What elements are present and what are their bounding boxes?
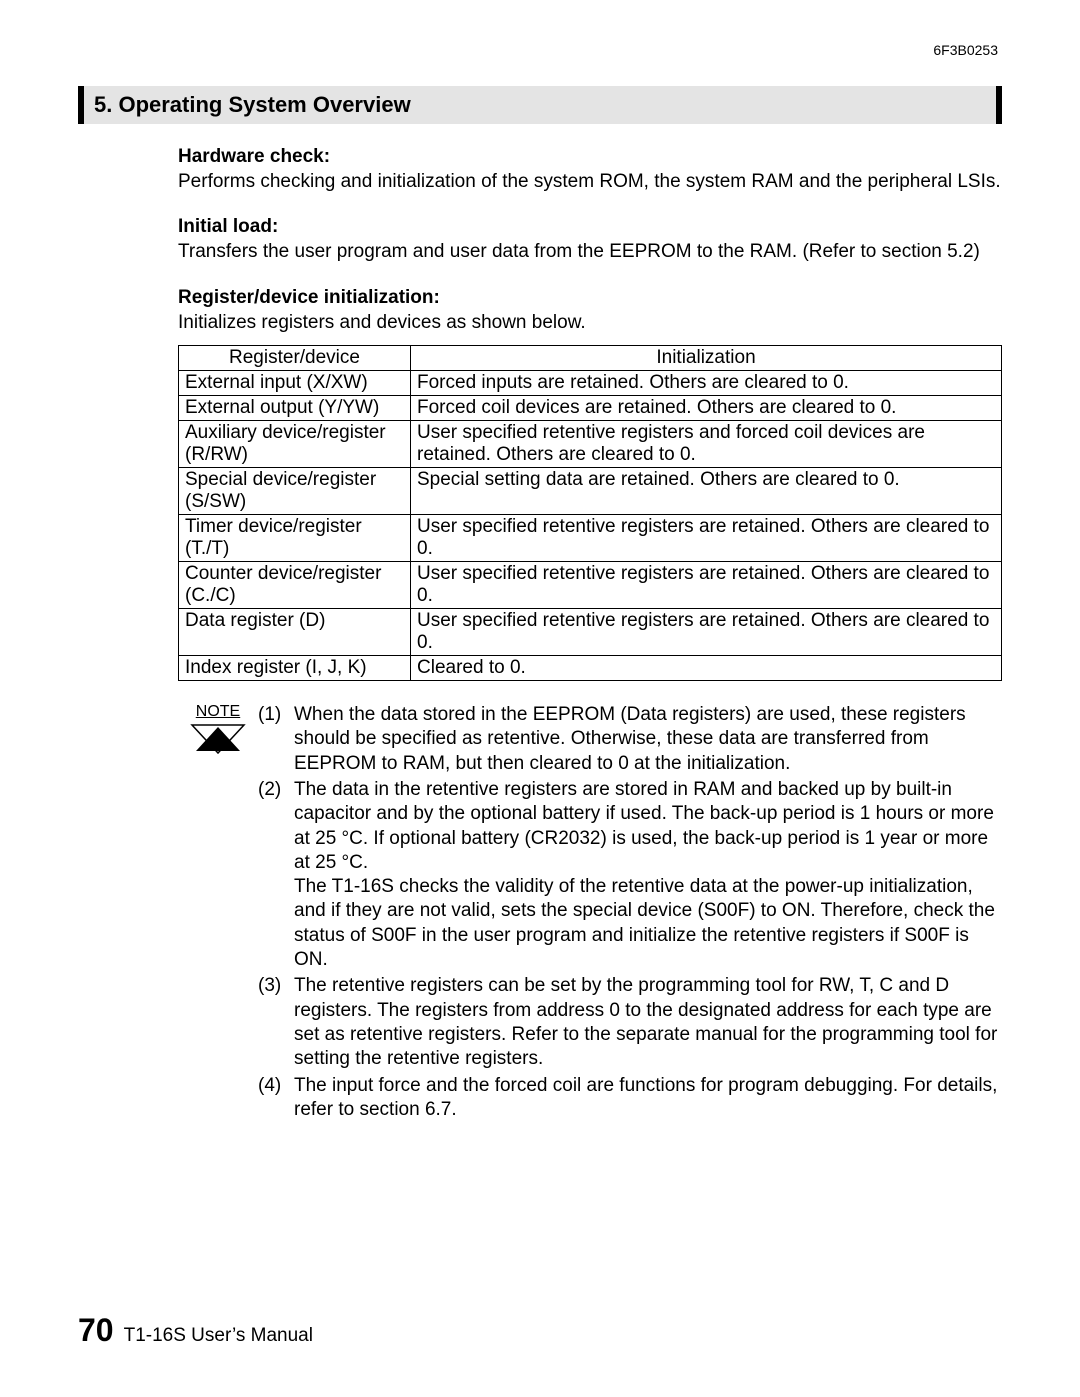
caution-icon [190,723,246,755]
initialization-cell: Cleared to 0. [411,655,1002,680]
initialization-cell: User specified retentive registers are r… [411,514,1002,561]
note-text: The data in the retentive registers are … [294,778,1002,973]
table-row: Data register (D)User specified retentiv… [179,608,1002,655]
table-row: Index register (I, J, K)Cleared to 0. [179,655,1002,680]
document-number: 6F3B0253 [933,42,998,58]
register-cell: Counter device/register (C./C) [179,561,411,608]
initial-load-text: Transfers the user program and user data… [178,240,1002,264]
document-page: 6F3B0253 5. Operating System Overview Ha… [0,0,1080,1397]
table-row: Special device/register (S/SW)Special se… [179,467,1002,514]
note-icon-column: NOTE [178,703,258,755]
table-row: External input (X/XW)Forced inputs are r… [179,370,1002,395]
table-row: External output (Y/YW)Forced coil device… [179,395,1002,420]
note-number: (1) [258,703,294,776]
register-cell: Special device/register (S/SW) [179,467,411,514]
page-footer: 70 T1-16S User’s Manual [78,1312,313,1349]
manual-name: T1-16S User’s Manual [124,1325,313,1347]
note-item: (2)The data in the retentive registers a… [258,778,1002,973]
table-row: Auxiliary device/register (R/RW)User spe… [179,420,1002,467]
initialization-cell: User specified retentive registers are r… [411,561,1002,608]
note-text: When the data stored in the EEPROM (Data… [294,703,1002,776]
note-number: (2) [258,778,294,973]
chapter-title: 5. Operating System Overview [78,86,1002,124]
hardware-check-text: Performs checking and initialization of … [178,170,1002,194]
register-cell: Timer device/register (T./T) [179,514,411,561]
initialization-cell: Forced inputs are retained. Others are c… [411,370,1002,395]
note-item: (3)The retentive registers can be set by… [258,974,1002,1071]
initial-load-heading: Initial load: [178,216,1002,238]
initialization-cell: User specified retentive registers and f… [411,420,1002,467]
col2-header: Initialization [411,345,1002,370]
register-cell: External output (Y/YW) [179,395,411,420]
register-cell: Data register (D) [179,608,411,655]
register-cell: External input (X/XW) [179,370,411,395]
notes-list: (1)When the data stored in the EEPROM (D… [258,703,1002,1124]
register-init-heading: Register/device initialization: [178,287,1002,309]
note-item: (1)When the data stored in the EEPROM (D… [258,703,1002,776]
note-item: (4)The input force and the forced coil a… [258,1074,1002,1123]
initialization-cell: Special setting data are retained. Other… [411,467,1002,514]
page-number: 70 [78,1312,114,1349]
table-row: Counter device/register (C./C)User speci… [179,561,1002,608]
register-init-text: Initializes registers and devices as sho… [178,311,1002,335]
register-table: Register/device Initialization External … [178,345,1002,681]
note-number: (3) [258,974,294,1071]
table-row: Timer device/register (T./T)User specifi… [179,514,1002,561]
note-block: NOTE (1)When the data stored in the EEPR… [178,703,1002,1124]
col1-header: Register/device [179,345,411,370]
register-cell: Index register (I, J, K) [179,655,411,680]
hardware-check-heading: Hardware check: [178,146,1002,168]
initialization-cell: User specified retentive registers are r… [411,608,1002,655]
register-cell: Auxiliary device/register (R/RW) [179,420,411,467]
note-label: NOTE [196,703,240,721]
initialization-cell: Forced coil devices are retained. Others… [411,395,1002,420]
note-text: The retentive registers can be set by th… [294,974,1002,1071]
page-body: Hardware check: Performs checking and in… [78,124,1002,1124]
note-text: The input force and the forced coil are … [294,1074,1002,1123]
note-number: (4) [258,1074,294,1123]
